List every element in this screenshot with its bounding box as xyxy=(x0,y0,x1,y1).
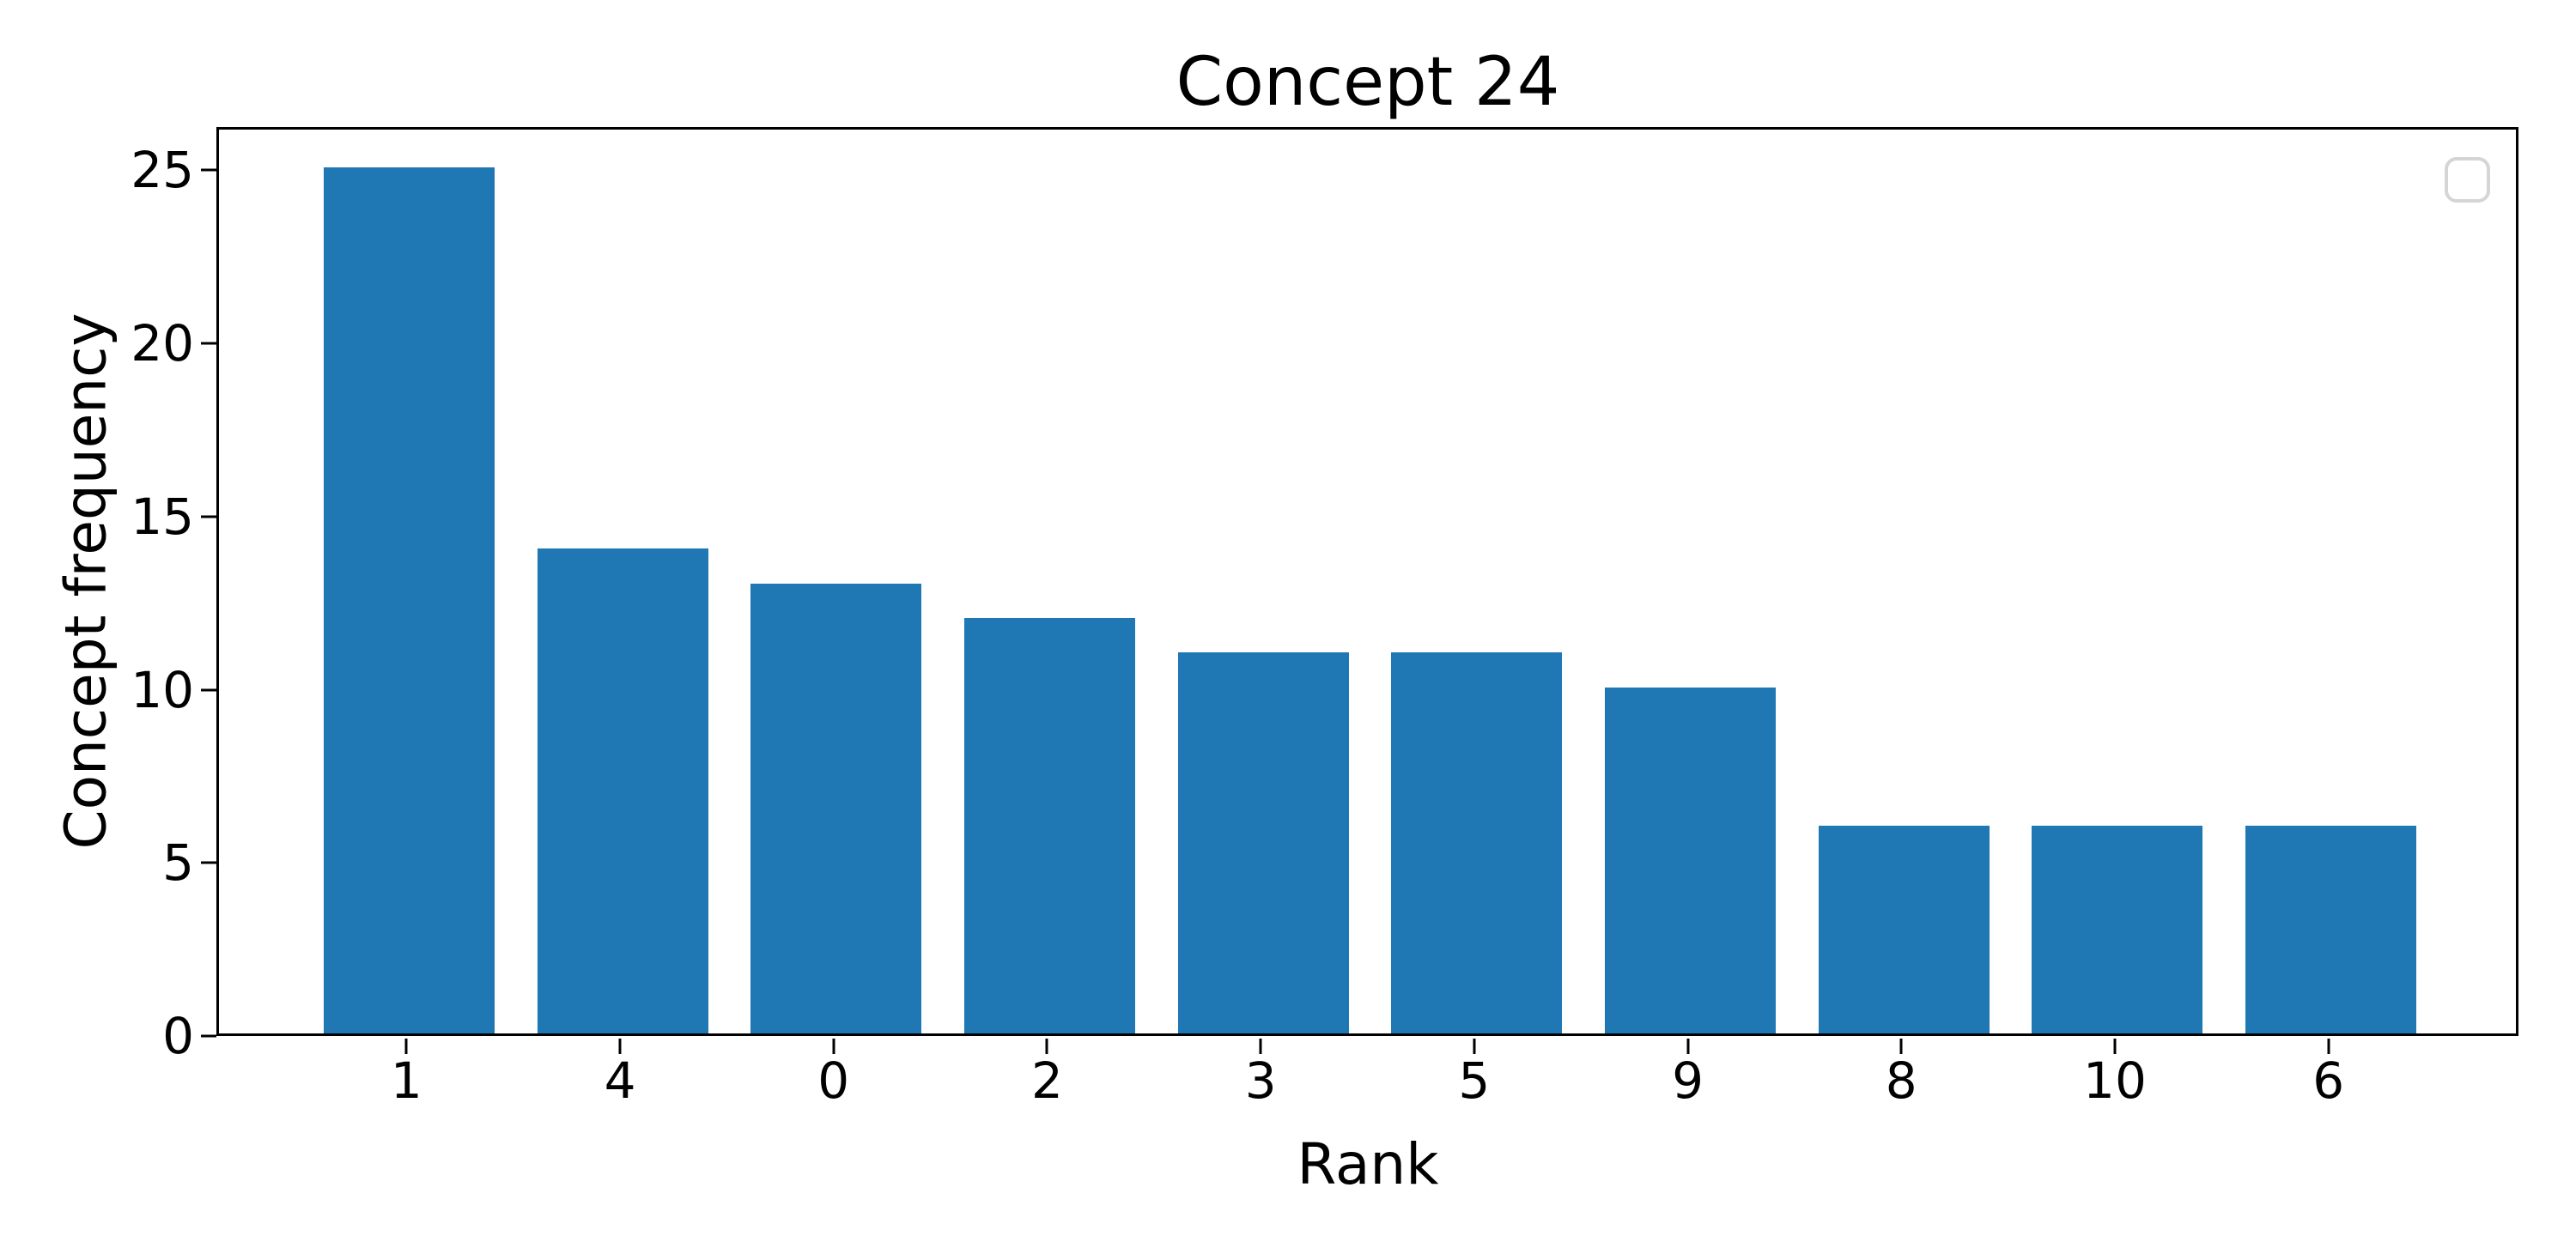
legend-box xyxy=(2445,157,2490,203)
x-tick-label: 6 xyxy=(2312,1051,2345,1110)
y-tick-mark xyxy=(201,861,216,864)
bar xyxy=(1818,825,1990,1033)
y-tick-label: 0 xyxy=(162,1007,194,1065)
x-tick-label: 2 xyxy=(1030,1051,1063,1110)
x-tick-mark xyxy=(832,1039,835,1054)
bar xyxy=(750,583,922,1033)
y-tick-mark xyxy=(201,168,216,172)
x-tick-mark xyxy=(2327,1039,2330,1054)
y-tick-label: 5 xyxy=(162,833,194,893)
bar xyxy=(2032,825,2203,1033)
x-tick-mark xyxy=(1473,1039,1476,1054)
y-tick-mark xyxy=(201,515,216,518)
bar xyxy=(2245,825,2417,1033)
x-tick-label: 5 xyxy=(1458,1051,1491,1110)
x-tick-mark xyxy=(1259,1039,1262,1054)
x-tick-mark xyxy=(404,1039,408,1054)
x-tick-mark xyxy=(1899,1039,1903,1054)
x-tick-label: 0 xyxy=(817,1051,850,1110)
x-tick-mark xyxy=(1686,1039,1690,1054)
y-tick-mark xyxy=(201,342,216,345)
x-tick-mark xyxy=(618,1039,622,1054)
y-tick-label: 15 xyxy=(131,487,194,546)
bar xyxy=(1391,652,1563,1033)
x-tick-mark xyxy=(2113,1039,2117,1054)
bar xyxy=(963,617,1135,1033)
y-tick-label: 25 xyxy=(131,141,194,200)
x-tick-label: 3 xyxy=(1244,1051,1277,1110)
x-tick-label: 1 xyxy=(390,1051,422,1110)
x-tick-label: 8 xyxy=(1885,1051,1917,1110)
y-tick-mark xyxy=(201,688,216,692)
plot-area xyxy=(216,127,2518,1036)
bar xyxy=(537,548,708,1033)
bar xyxy=(1605,687,1777,1033)
bar xyxy=(1177,652,1349,1033)
x-tick-label: 4 xyxy=(604,1051,636,1110)
y-tick-label: 10 xyxy=(131,660,194,719)
x-tick-label: 10 xyxy=(2083,1051,2147,1110)
y-axis-label: Concept frequency xyxy=(52,312,119,850)
x-tick-mark xyxy=(1045,1039,1048,1054)
y-tick-label: 20 xyxy=(131,314,194,373)
x-axis-label: Rank xyxy=(1297,1131,1439,1197)
bar xyxy=(323,167,495,1033)
x-tick-label: 9 xyxy=(1672,1051,1704,1110)
y-tick-mark xyxy=(201,1034,216,1038)
chart-title: Concept 24 xyxy=(1176,44,1560,121)
